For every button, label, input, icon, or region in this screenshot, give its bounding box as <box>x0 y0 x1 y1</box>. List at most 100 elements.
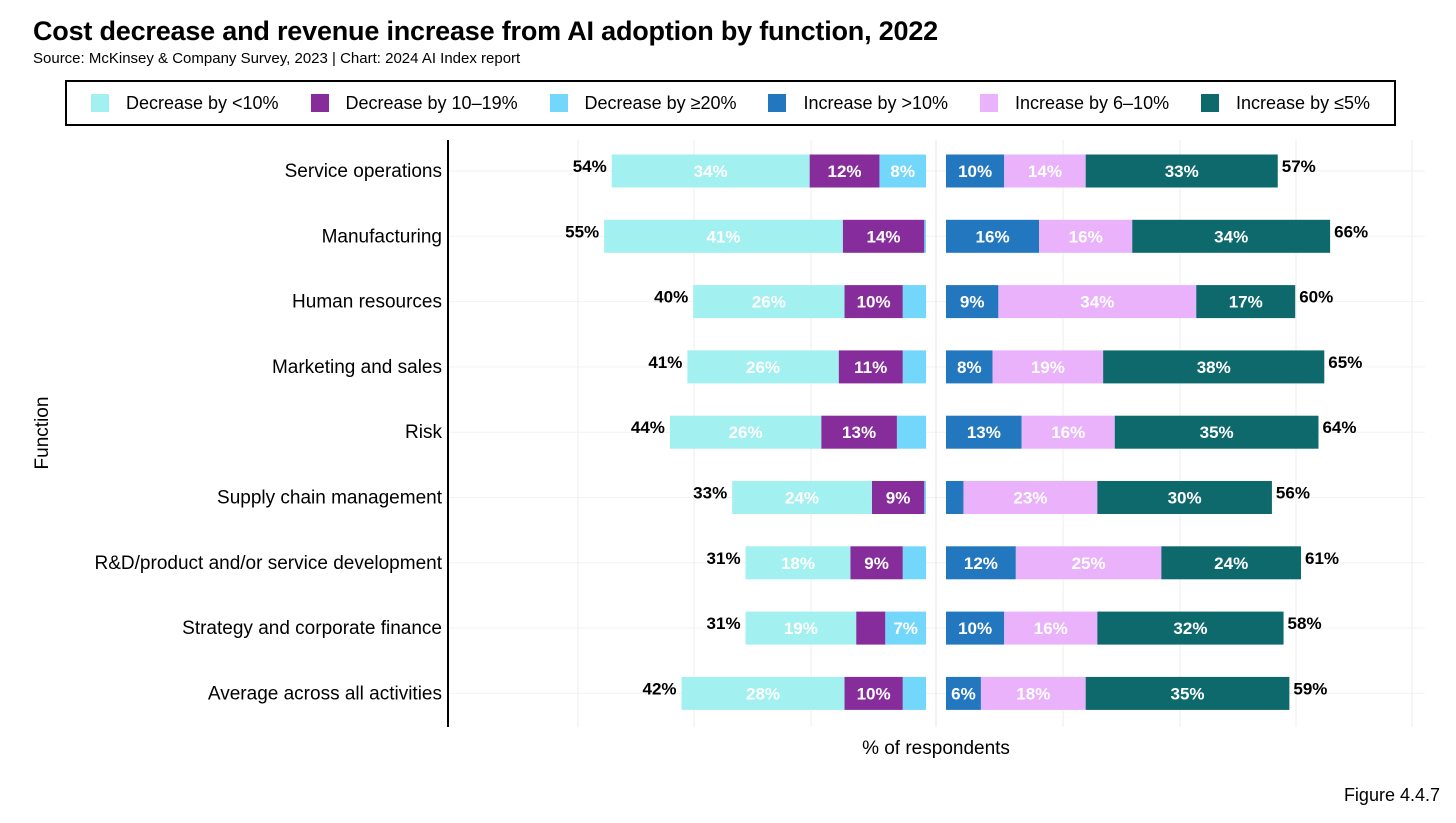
legend-swatch <box>979 94 998 112</box>
bar-data-label: 16% <box>1051 423 1085 442</box>
cost-total-label: 42% <box>643 679 677 698</box>
bar-segment <box>842 219 925 253</box>
bar-data-label: 8% <box>957 358 982 377</box>
bar-data-label: 38% <box>1197 358 1231 377</box>
bar-segment <box>1097 481 1272 514</box>
cost-total-label: 44% <box>631 418 665 437</box>
bar-segment <box>856 611 886 645</box>
bar-segment <box>998 285 1197 319</box>
legend-swatch <box>90 94 109 112</box>
legend-swatch <box>310 94 329 112</box>
bar-segment <box>821 415 897 449</box>
bar-data-label: 10% <box>958 619 992 638</box>
bar-segment <box>902 546 926 580</box>
bar-segment <box>980 676 1086 710</box>
bar-segment <box>1161 546 1302 580</box>
bar-segment <box>669 415 822 449</box>
bar-data-label: 26% <box>746 358 780 377</box>
bar-segment <box>946 676 981 710</box>
bar-segment <box>1132 219 1331 253</box>
legend-item-decrease-ge20[interactable]: Decrease by ≥20% <box>549 93 737 114</box>
bar-data-label: 19% <box>784 619 818 638</box>
bar-segment <box>902 285 926 319</box>
bar-segment <box>946 415 1022 449</box>
bar-data-label: 34% <box>1080 293 1114 312</box>
legend-item-decrease-lt10[interactable]: Decrease by <10% <box>90 92 279 114</box>
bar-data-label: 14% <box>866 227 900 246</box>
bar-segment <box>1085 154 1278 188</box>
y-tick-label: Supply chain management <box>217 488 443 509</box>
cost-total-label: 31% <box>707 614 741 633</box>
bar-segment <box>732 481 872 514</box>
bar-data-label: 24% <box>785 489 819 508</box>
y-tick-label: Human resources <box>292 292 442 313</box>
bar-data-label: 19% <box>1031 358 1065 377</box>
bar-segment <box>924 481 926 514</box>
bar-segment <box>946 611 1005 645</box>
cost-total-label: 33% <box>693 484 727 503</box>
bar-segment <box>1114 415 1319 449</box>
x-axis-title: % of respondents <box>862 738 1010 759</box>
bar-data-label: 9% <box>886 489 911 508</box>
bar-data-label: 11% <box>854 358 887 377</box>
bar-data-label: 13% <box>967 423 1001 442</box>
bar-data-label: 9% <box>864 554 889 573</box>
cost-total-label: 41% <box>648 353 682 372</box>
bar-segment <box>902 350 926 384</box>
bar-data-label: 13% <box>842 423 876 442</box>
revenue-total-label: 59% <box>1293 679 1327 698</box>
bar-segment <box>1103 350 1325 384</box>
bar-data-label: 12% <box>828 162 862 181</box>
legend-item-increase-6-10[interactable]: Increase by 6–10% <box>979 92 1170 114</box>
bar-segment <box>946 285 999 319</box>
bar-segment <box>963 481 1098 514</box>
bar-segment <box>844 285 903 319</box>
bar-data-label: 16% <box>976 227 1010 246</box>
bar-segment <box>1004 154 1086 188</box>
bar-data-label: 16% <box>1069 227 1103 246</box>
bar-segment <box>896 415 926 449</box>
bar-segment <box>1039 219 1133 253</box>
bar-segment <box>1085 676 1290 710</box>
cost-total-label: 40% <box>654 288 688 307</box>
legend-swatch <box>549 94 568 112</box>
legend-swatch <box>1201 94 1220 112</box>
legend-label: Increase by 6–10% <box>1014 92 1170 113</box>
bar-segment <box>693 285 845 319</box>
bar-data-label: 25% <box>1072 554 1106 573</box>
bar-segment <box>902 676 926 710</box>
bar-segment <box>992 350 1104 384</box>
cost-total-label: 54% <box>573 157 607 176</box>
legend-label: Decrease by 10–19% <box>345 92 518 113</box>
bar-data-label: 10% <box>958 162 992 181</box>
bar-data-label: 33% <box>1165 162 1199 181</box>
legend-label: Increase by ≤5% <box>1236 92 1370 113</box>
y-tick-label: Marketing and sales <box>272 357 442 378</box>
bar-segment <box>604 219 843 253</box>
legend-item-increase-gt10[interactable]: Increase by >10% <box>768 93 948 114</box>
bar-segment <box>611 154 810 188</box>
bar-data-label: 7% <box>893 619 918 638</box>
y-tick-label: Strategy and corporate finance <box>182 618 442 639</box>
bar-segment <box>924 219 926 253</box>
bar-data-label: 9% <box>960 293 985 312</box>
bar-data-label: 32% <box>1173 619 1207 638</box>
bar-segment <box>687 350 839 384</box>
legend-label: Increase by >10% <box>803 92 949 113</box>
bar-data-label: 18% <box>1016 684 1050 703</box>
bar-data-label: 17% <box>1229 293 1263 312</box>
revenue-total-label: 61% <box>1305 549 1339 568</box>
revenue-total-label: 60% <box>1299 288 1333 307</box>
bar-data-label: 34% <box>694 162 728 181</box>
bar-segment <box>844 676 903 710</box>
legend-item-decrease-10-19[interactable]: Decrease by 10–19% <box>310 92 518 114</box>
bar-segment <box>850 546 903 580</box>
bar-segment <box>1004 611 1098 645</box>
legend-label: Decrease by <10% <box>125 92 279 113</box>
legend-item-increase-le5[interactable]: Increase by ≤5% <box>1201 93 1370 114</box>
bar-segment <box>809 154 880 188</box>
bar-data-label: 6% <box>951 684 976 703</box>
bar-data-label: 34% <box>1214 227 1248 246</box>
bar-data-label: 14% <box>1028 162 1062 181</box>
